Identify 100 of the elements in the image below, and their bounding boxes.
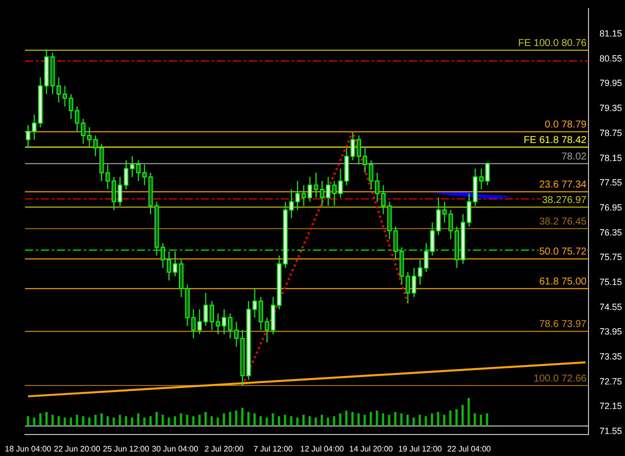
bar: [474, 414, 476, 426]
bar: [278, 416, 280, 426]
ref-line-label: FE 61.8 78.42: [524, 134, 587, 146]
ref-line-label: 100.0 72.66: [534, 373, 587, 384]
bar: [332, 416, 336, 426]
bar: [124, 416, 128, 426]
bar: [216, 418, 219, 426]
bar: [406, 415, 409, 426]
bar: [58, 416, 60, 426]
bar: [26, 416, 30, 426]
bar: [106, 416, 109, 426]
bar: [326, 418, 329, 426]
bar: [33, 418, 36, 426]
bar: [290, 416, 292, 426]
bar: [400, 414, 402, 426]
bar: [210, 416, 213, 426]
bar: [143, 418, 146, 426]
bar: [100, 414, 103, 426]
ref-line-label: 61.8 75.00: [539, 276, 587, 288]
bar: [308, 416, 311, 426]
bar: [94, 415, 96, 426]
bar: [162, 415, 164, 426]
bar: [339, 414, 342, 426]
bar: [88, 418, 90, 426]
bar: [320, 415, 323, 426]
x-tick-label: 12 Jul 04:00: [300, 444, 344, 454]
bar: [186, 415, 188, 426]
ref-line-label: 38.276.97: [542, 194, 587, 206]
bar: [468, 398, 470, 426]
bar: [222, 414, 225, 426]
bar: [480, 415, 482, 426]
bar: [70, 418, 72, 426]
y-tick-label: 72.75: [599, 376, 622, 386]
bar: [235, 410, 238, 426]
ref-line-label: 23.6 77.34: [539, 180, 587, 191]
y-tick-label: 80.55: [599, 53, 622, 64]
bar: [345, 410, 348, 426]
bar: [351, 412, 354, 426]
x-tick-label: 19 Jul 12:00: [398, 444, 442, 454]
bar: [394, 412, 396, 426]
ref-line-label: 0.0 78.79: [544, 120, 587, 131]
bar: [149, 416, 152, 426]
ref-line-label: FE 100.0 80.76: [518, 38, 587, 49]
bar: [272, 414, 274, 426]
y-tick-label: 75.75: [599, 252, 622, 262]
bar: [382, 414, 384, 426]
bar: [314, 418, 317, 426]
bar: [168, 418, 170, 426]
bar: [156, 412, 158, 426]
bar: [364, 415, 366, 426]
ref-line-label: 78.6 73.97: [539, 319, 587, 330]
y-tick-label: 79.95: [599, 78, 622, 88]
x-tick-label: 18 Jun 04:00: [4, 444, 52, 454]
y-tick-label: 78.75: [599, 128, 622, 138]
bar: [131, 418, 134, 426]
bar: [112, 418, 115, 426]
x-tick-label: 14 Jul 20:00: [349, 444, 394, 454]
x-tick-label: 7 Jul 12:00: [253, 444, 294, 454]
bar: [266, 418, 268, 426]
bar: [64, 418, 66, 426]
bar: [51, 415, 54, 426]
bar: [228, 412, 232, 426]
bar: [260, 416, 262, 426]
y-tick-label: 72.15: [599, 401, 622, 412]
bar: [412, 418, 415, 426]
y-tick-label: 77.55: [599, 178, 622, 188]
bar: [424, 416, 427, 426]
ref-line-label: 78.02: [561, 151, 587, 162]
bar: [455, 410, 458, 426]
bar: [430, 414, 434, 426]
bar: [241, 408, 244, 426]
ref-line-label: 50.0 75.72: [539, 246, 587, 258]
ref-line-label: 38.2 76.45: [539, 216, 587, 228]
y-tick-label: 73.95: [599, 326, 622, 337]
y-tick-label: 78.15: [599, 152, 622, 163]
bar: [45, 412, 48, 426]
bar: [449, 410, 452, 426]
bar: [247, 412, 250, 426]
bar: [204, 412, 207, 426]
x-tick-label: 22 Jun 20:00: [54, 444, 101, 454]
bar: [118, 415, 121, 426]
bar: [443, 415, 446, 426]
bar: [76, 415, 78, 426]
bar: [192, 416, 194, 426]
bar: [253, 414, 256, 426]
bar: [296, 418, 298, 426]
y-tick-label: 76.95: [599, 202, 622, 212]
y-tick-label: 79.35: [599, 103, 622, 114]
y-tick-label: 81.15: [599, 28, 622, 39]
bar: [82, 416, 84, 426]
y-tick-label: 76.35: [599, 227, 622, 238]
bar: [302, 415, 305, 426]
y-tick-label: 75.15: [599, 276, 622, 287]
bar: [284, 415, 286, 426]
bar: [388, 415, 390, 426]
bar: [486, 414, 488, 426]
x-tick-label: 22 Jul 04:00: [447, 444, 492, 454]
x-tick-label: 2 Jul 20:00: [204, 444, 244, 454]
bar: [418, 415, 421, 426]
bar: [370, 412, 372, 426]
